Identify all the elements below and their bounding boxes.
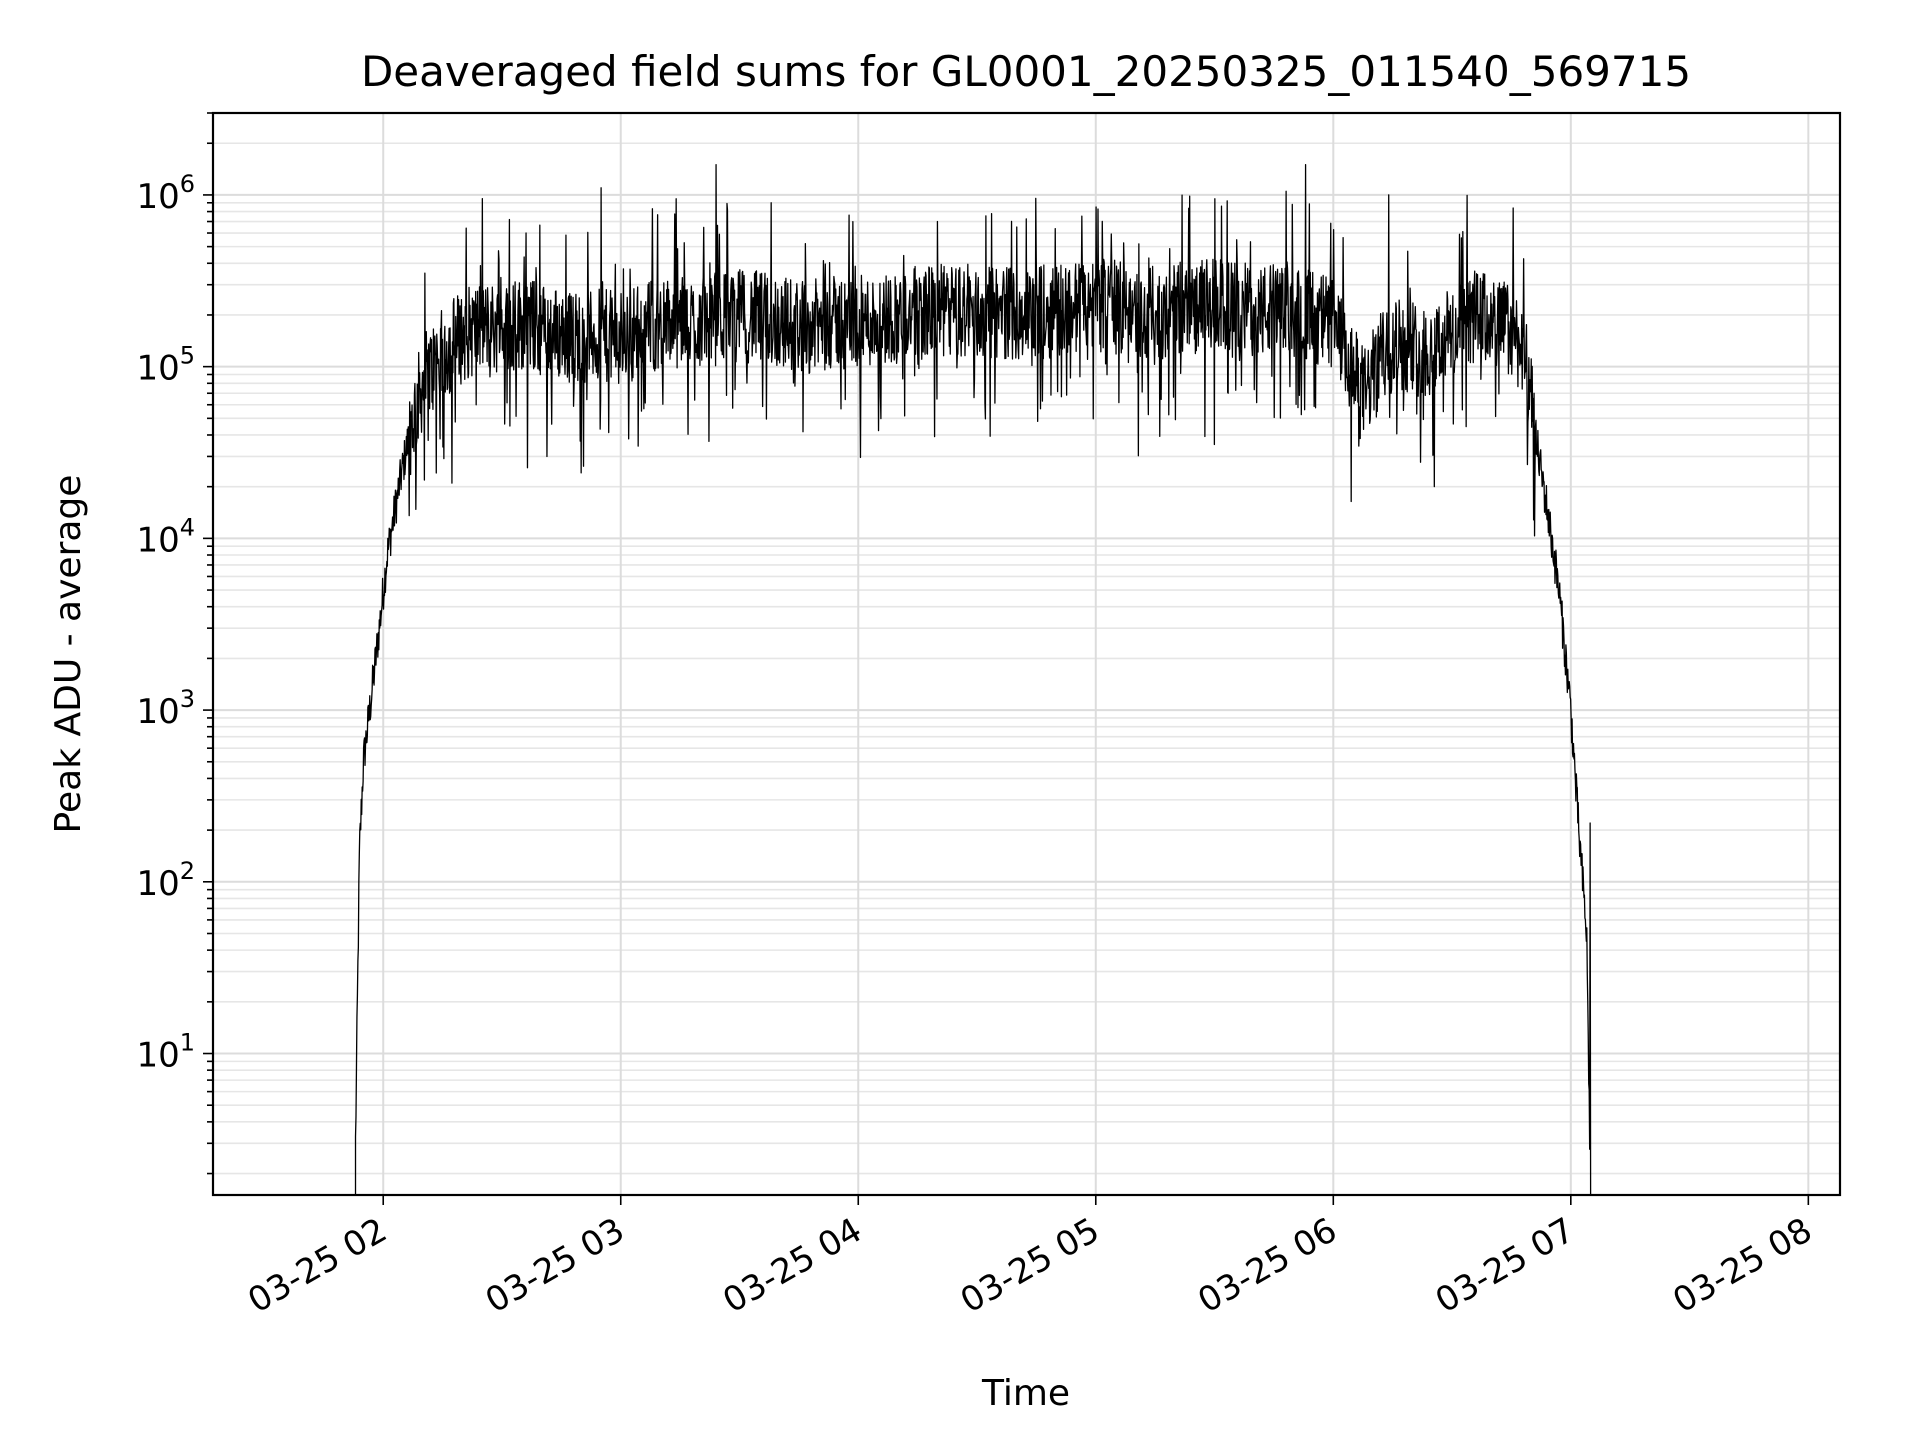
y-tick-label: 105: [136, 342, 195, 389]
y-tick-base: 10: [136, 692, 179, 732]
plot-area: [354, 164, 1592, 1196]
y-tick-exponent: 4: [180, 513, 195, 541]
x-axis-label: Time: [981, 1373, 1070, 1414]
y-tick-exponent: 1: [180, 1029, 195, 1057]
x-tick-label: 03-25 02: [241, 1210, 393, 1321]
y-tick-base: 10: [136, 177, 179, 217]
chart-title: Deaveraged field sums for GL0001_2025032…: [361, 47, 1691, 96]
x-tick-label: 03-25 06: [1191, 1210, 1343, 1321]
x-tick-label: 03-25 07: [1429, 1210, 1581, 1321]
y-tick-base: 10: [136, 864, 179, 904]
x-tick-label: 03-25 08: [1666, 1210, 1818, 1321]
y-axis-label: Peak ADU - average: [48, 475, 89, 834]
y-tick-label: 106: [136, 170, 195, 217]
y-tick-base: 10: [136, 520, 179, 560]
x-tick-label: 03-25 04: [716, 1210, 868, 1321]
y-tick-label: 101: [136, 1029, 195, 1076]
x-tick-label: 03-25 03: [479, 1210, 631, 1321]
x-axis: 03-25 02 03-25 03 03-25 04 03-25 05 03-25 06…: [241, 1195, 1819, 1321]
y-tick-exponent: 2: [180, 857, 195, 885]
y-tick-exponent: 3: [180, 685, 195, 713]
y-tick-exponent: 6: [180, 170, 195, 198]
y-tick-base: 10: [136, 349, 179, 389]
y-tick-label: 102: [136, 857, 195, 904]
y-tick-base: 10: [136, 1036, 179, 1076]
series-line: [354, 164, 1592, 1196]
plot-frame: [211, 111, 1842, 1197]
y-tick-label: 104: [136, 513, 195, 560]
y-tick-label: 103: [136, 685, 195, 732]
x-tick-label: 03-25 05: [954, 1210, 1106, 1321]
y-tick-exponent: 5: [180, 342, 195, 370]
